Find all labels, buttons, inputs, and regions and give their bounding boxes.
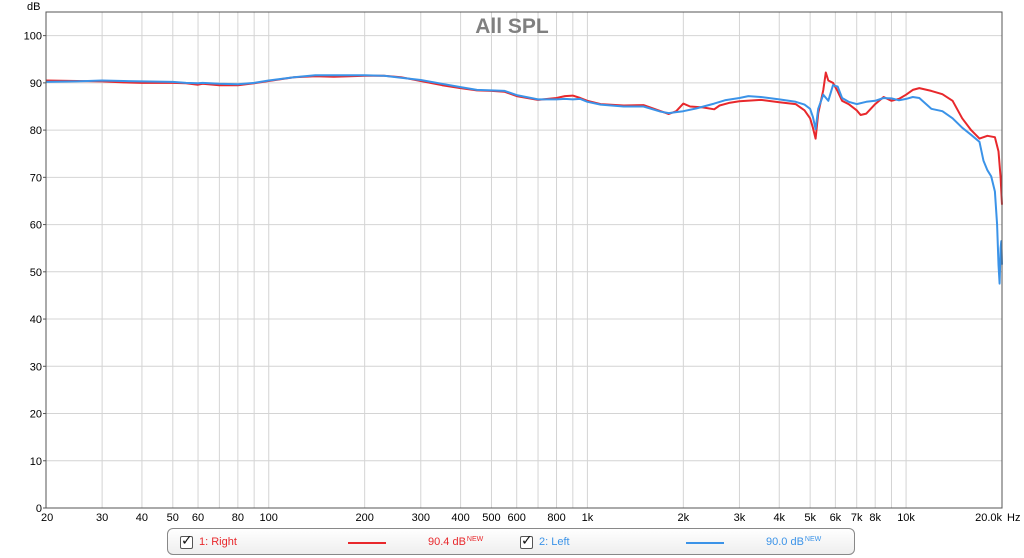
series-line-left (45, 74, 1003, 285)
x-tick-label: 20.0k (975, 512, 1002, 524)
x-tick-label: 60 (192, 512, 204, 524)
legend-level-tag-right: NEW (466, 536, 484, 543)
x-axis-unit-label: Hz (1007, 512, 1020, 524)
y-tick-label: 60 (30, 220, 42, 232)
x-tick-label: 100 (260, 512, 278, 524)
x-tick-label: 6k (830, 512, 842, 524)
x-tick-label: 2k (678, 512, 690, 524)
y-tick-label: 20 (30, 409, 42, 421)
x-tick-label: 5k (804, 512, 816, 524)
x-tick-label: 30 (96, 512, 108, 524)
legend-level-left: 90.0 dB NEW (766, 533, 821, 551)
x-tick-label: 20 (41, 512, 53, 524)
y-tick-label: 80 (30, 125, 42, 137)
legend-swatch-left (686, 542, 724, 544)
legend-label-right: 1: Right (199, 536, 237, 548)
x-tick-label: 10k (897, 512, 915, 524)
legend-item-right[interactable]: 1: Right (180, 533, 237, 551)
x-tick-label: 1k (582, 512, 594, 524)
x-tick-label: 600 (508, 512, 526, 524)
x-tick-label: 4k (773, 512, 785, 524)
x-tick-label: 200 (355, 512, 373, 524)
x-axis-tick-labels: 20 30 40 50 60 80 100 200 300 400 500 600 800 1k 2k 3k 4… (41, 512, 1002, 524)
checkbox-right[interactable] (180, 533, 193, 549)
y-tick-label: 50 (30, 267, 42, 279)
plot-frame (45, 11, 1003, 509)
series-lines (45, 71, 1003, 285)
chart-title: All SPL (475, 15, 549, 38)
legend-label-left: 2: Left (539, 536, 570, 548)
x-tick-label: 400 (451, 512, 469, 524)
x-tick-label: 8k (869, 512, 881, 524)
checkbox-left[interactable] (520, 533, 533, 549)
y-axis-unit-label: dB (27, 1, 40, 13)
y-tick-label: 70 (30, 172, 42, 184)
legend-level-tag-left: NEW (804, 536, 822, 543)
x-tick-label: 7k (851, 512, 863, 524)
legend-level-value-right: 90.4 dB (428, 536, 466, 548)
x-tick-label: 500 (482, 512, 500, 524)
x-tick-label: 800 (547, 512, 565, 524)
legend-swatch-right (348, 542, 386, 544)
x-tick-label: 300 (412, 512, 430, 524)
y-axis-tick-labels: 0 10 20 30 40 50 60 70 80 90 100 (24, 31, 46, 515)
y-tick-label: 30 (30, 361, 42, 373)
legend-level-right: 90.4 dB NEW (428, 533, 483, 551)
x-tick-label: 3k (734, 512, 746, 524)
y-tick-label: 90 (30, 78, 42, 90)
legend-level-value-left: 90.0 dB (766, 536, 804, 548)
x-tick-label: 40 (136, 512, 148, 524)
x-tick-label: 80 (232, 512, 244, 524)
y-tick-label: 10 (30, 456, 42, 468)
y-tick-label: 100 (24, 31, 42, 43)
y-tick-label: 40 (30, 314, 42, 326)
y-tick-label: 0 (36, 503, 42, 515)
x-tick-label: 50 (167, 512, 179, 524)
legend-item-left[interactable]: 2: Left (520, 533, 570, 551)
grid (45, 12, 1003, 509)
